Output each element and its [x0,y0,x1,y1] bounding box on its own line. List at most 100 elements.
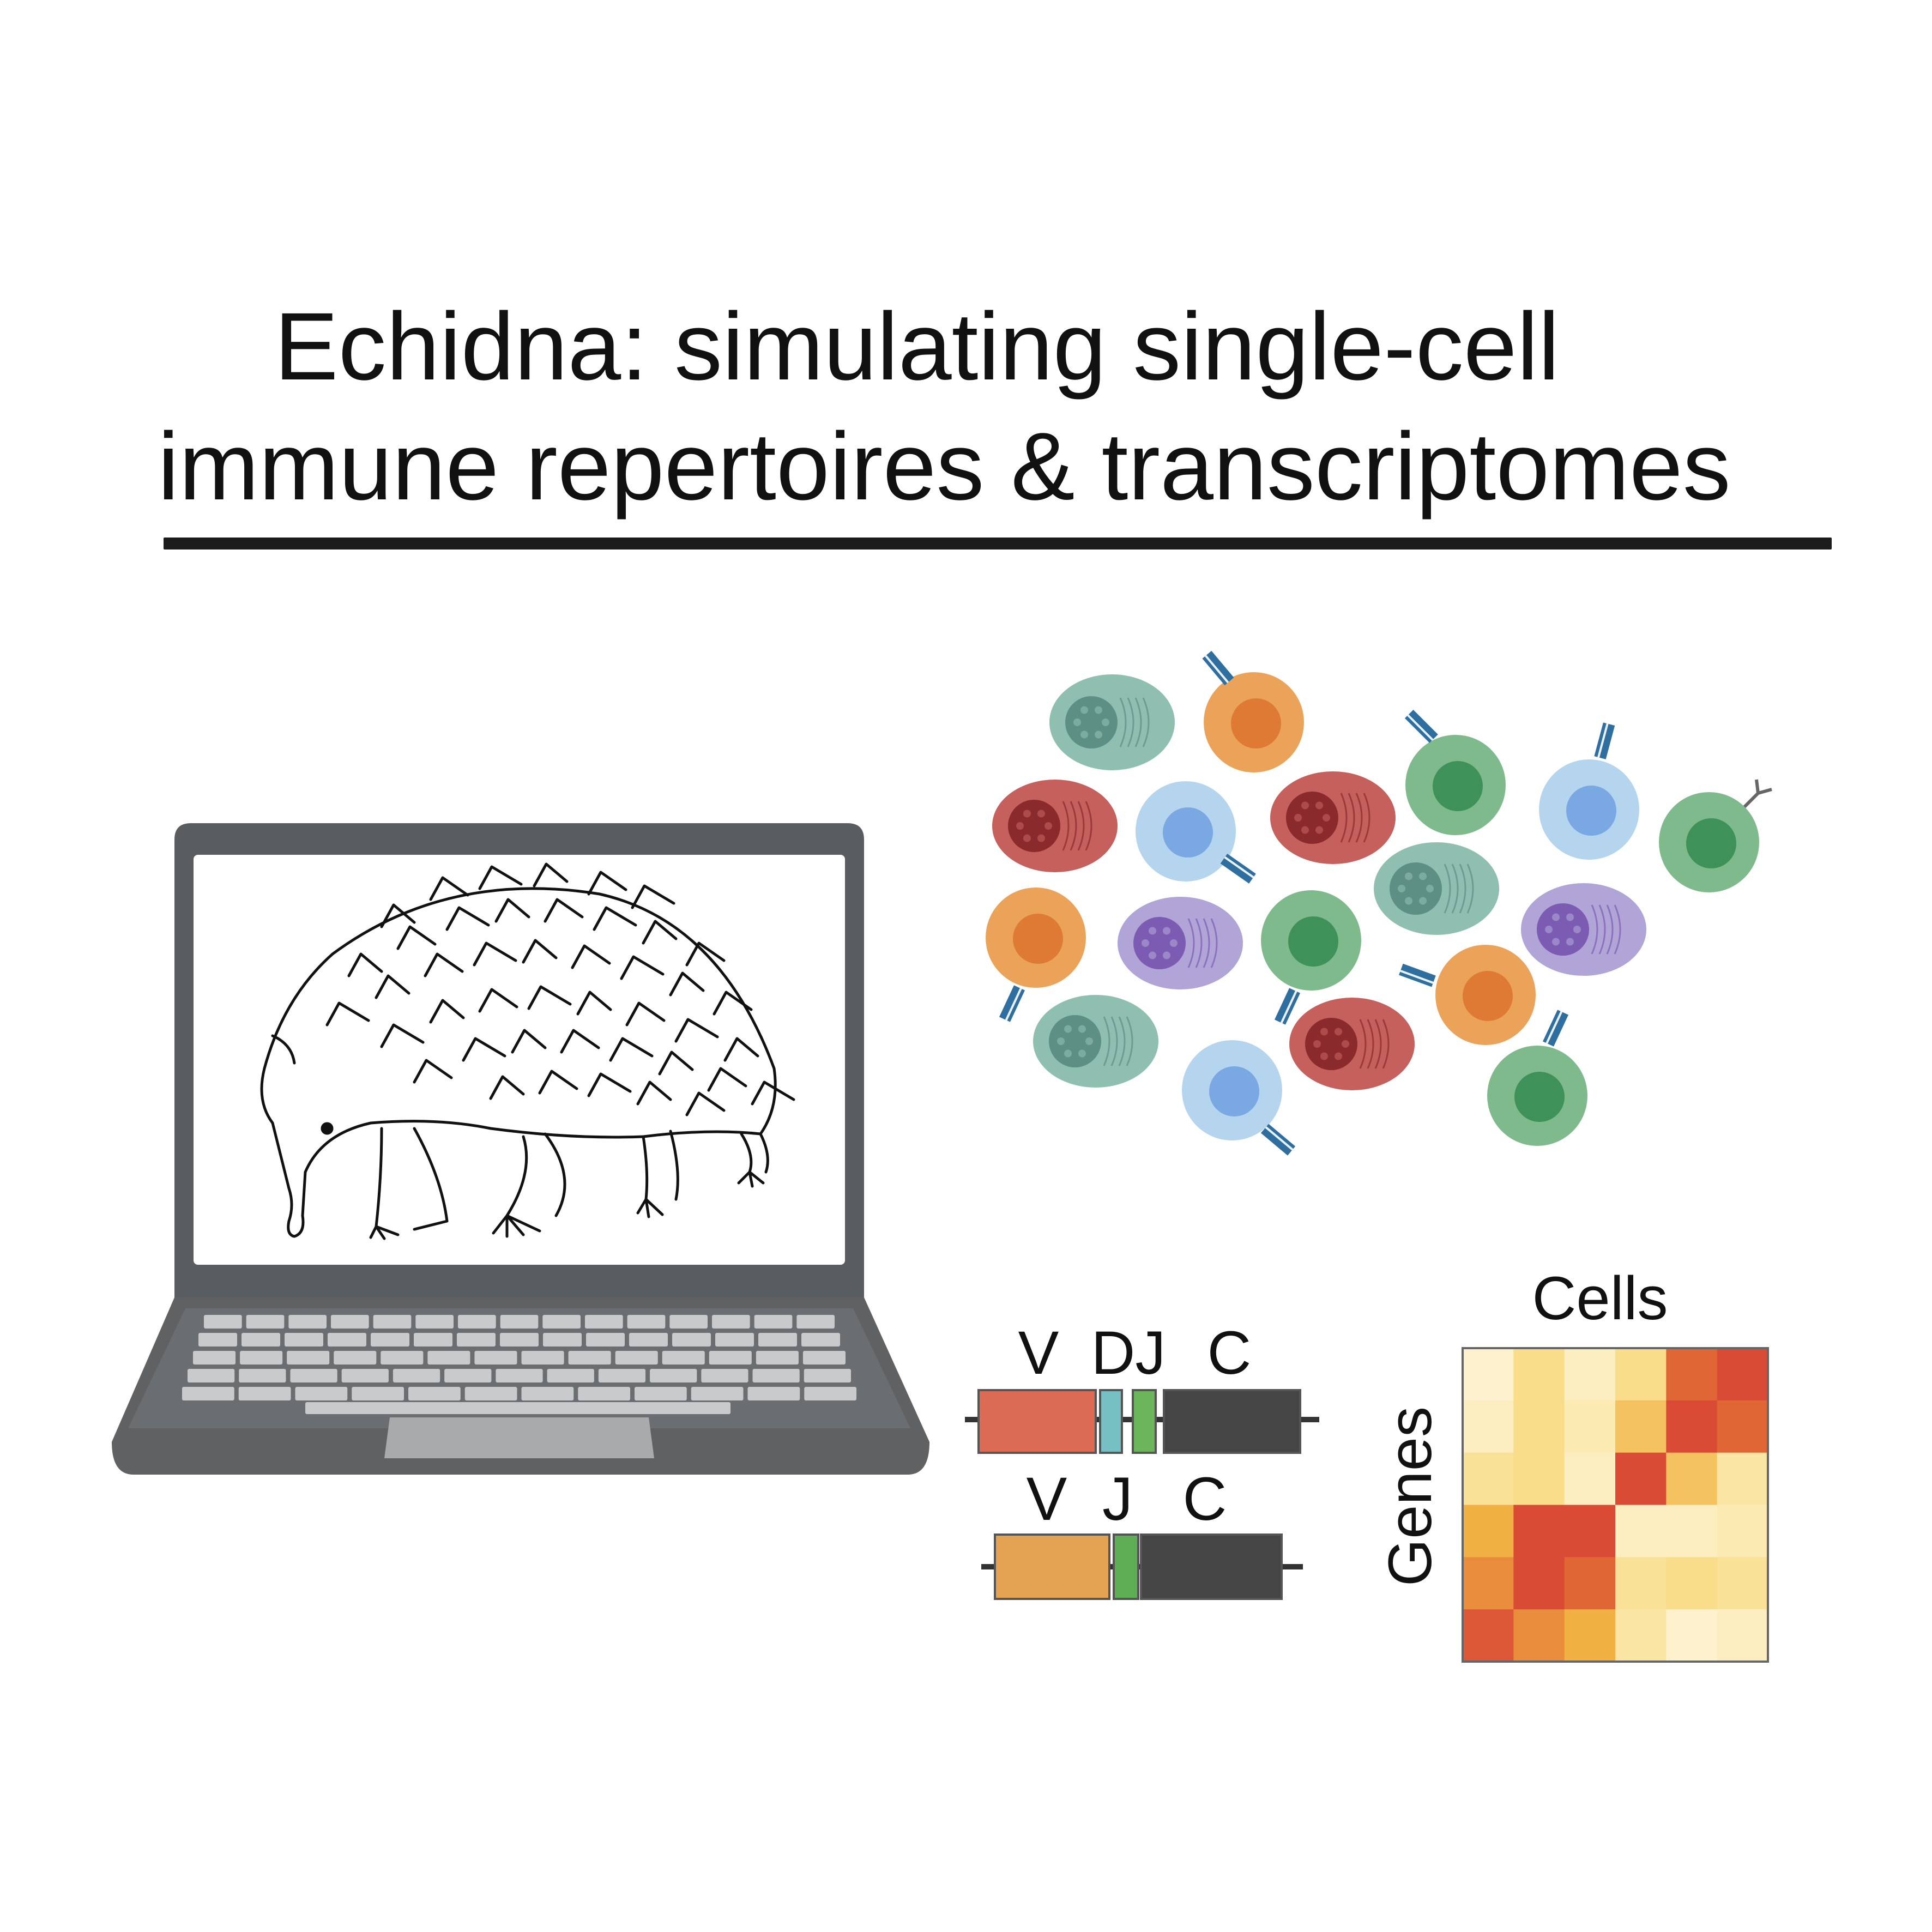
heatmap-cell [1513,1505,1565,1557]
keyboard-key [547,1369,594,1382]
keyboard-key [522,1387,574,1400]
heatmap-cell [1463,1505,1514,1557]
label-dj-heavy: DJ [1091,1319,1166,1387]
keyboard-key [415,1315,454,1329]
immune-cell-icon [992,780,1118,872]
keyboard-key [804,1387,856,1400]
heatmap-cell [1513,1609,1565,1662]
heatmap-cell [1615,1453,1667,1505]
v-segment-heavy [979,1390,1096,1453]
immune-cell-icon [1405,710,1506,835]
keyboard-key [414,1333,452,1347]
keyboard-key [465,1387,517,1400]
keyboard-key [285,1333,323,1347]
immune-cell-icon [1033,995,1158,1088]
keyboard-key [371,1333,409,1347]
immune-cell-icon [1118,897,1243,989]
keyboard-key [804,1369,851,1382]
heatmap-cell [1565,1505,1616,1557]
keyboard-key [796,1315,835,1329]
keyboard-key [578,1387,630,1400]
heatmap-cell [1615,1400,1667,1453]
expression-heatmap: Cells Genes [1376,1264,1768,1662]
keyboard-key [669,1315,708,1329]
heatmap-cell [1513,1348,1565,1400]
keyboard-key [352,1387,404,1400]
keyboard-key [801,1333,840,1347]
heatmap-cell [1513,1557,1565,1609]
keyboard-key [331,1315,369,1329]
keyboard-key [586,1333,625,1347]
immune-cell-icon [1136,781,1256,884]
keyboard-key [182,1387,234,1400]
keyboard-key [295,1387,348,1400]
heatmap-cell [1513,1453,1565,1505]
heatmap-cell [1615,1505,1667,1557]
keyboard-key [288,1315,327,1329]
keyboard-key [474,1351,517,1365]
heatmap-cell [1615,1557,1667,1609]
heatmap-cell [1565,1609,1616,1662]
j-segment-light [1114,1535,1138,1599]
heatmap-cell [1565,1557,1616,1609]
heatmap-cell [1717,1505,1768,1557]
keyboard-key [712,1315,750,1329]
heatmap-cell [1513,1400,1565,1453]
keyboard-key [246,1315,285,1329]
keyboard-key [290,1369,337,1382]
heatmap-cell [1666,1609,1717,1662]
immune-cell-icon [1289,998,1415,1090]
keyboard-key [629,1333,668,1347]
keyboard-key [715,1333,754,1347]
label-v-heavy: V [1018,1319,1059,1387]
keyboard-key [373,1315,412,1329]
heatmap-cell [1463,1557,1514,1609]
keyboard-key [240,1351,282,1365]
keyboard-key [635,1387,687,1400]
keyboard-key [758,1333,797,1347]
label-c-light: C [1183,1465,1227,1533]
immune-cell-icon [1049,674,1175,770]
keyboard-key [522,1351,564,1365]
keyboard-key [662,1351,705,1365]
keyboard-key [691,1387,744,1400]
heatmap-cell [1666,1400,1717,1453]
immune-cell-icon [1521,883,1646,976]
keyboard-key [599,1369,645,1382]
keyboard-key [334,1351,376,1365]
keyboard-key [427,1351,470,1365]
j-segment-heavy [1133,1390,1156,1453]
gene-segment-diagram: V DJ C V J C [965,1319,1319,1599]
keyboard-key [193,1351,236,1365]
keyboard-key [496,1369,542,1382]
keyboard-key [543,1333,582,1347]
heatmap-cell [1666,1348,1717,1400]
keyboard-key [585,1315,623,1329]
keyboard-key [701,1369,748,1382]
keyboard-key [287,1351,329,1365]
heatmap-cell [1666,1453,1717,1505]
keyboard-key [756,1351,799,1365]
keyboard-key [408,1387,461,1400]
keyboard-key [239,1369,286,1382]
heatmap-cell [1666,1505,1717,1557]
keyboard-key [500,1333,539,1347]
heatmap-cell [1463,1453,1514,1505]
keyboard-key [381,1351,423,1365]
keyboard-key [457,1333,496,1347]
laptop-icon [112,823,929,1475]
immune-cell-icon [1374,842,1499,935]
keyboard-key [444,1369,491,1382]
keyboard-key [342,1369,389,1382]
heatmap-cell [1717,1400,1768,1453]
heatmap-cell [1717,1348,1768,1400]
heatmap-xlabel: Cells [1532,1264,1668,1332]
heavy-chain-construct: V DJ C [965,1319,1319,1453]
heatmap-ylabel: Genes [1376,1406,1444,1586]
immune-cell-icon [1659,792,1759,892]
keyboard-key [328,1333,366,1347]
label-j-light: J [1102,1465,1133,1533]
keyboard-key [754,1315,793,1329]
keyboard-key [458,1315,496,1329]
